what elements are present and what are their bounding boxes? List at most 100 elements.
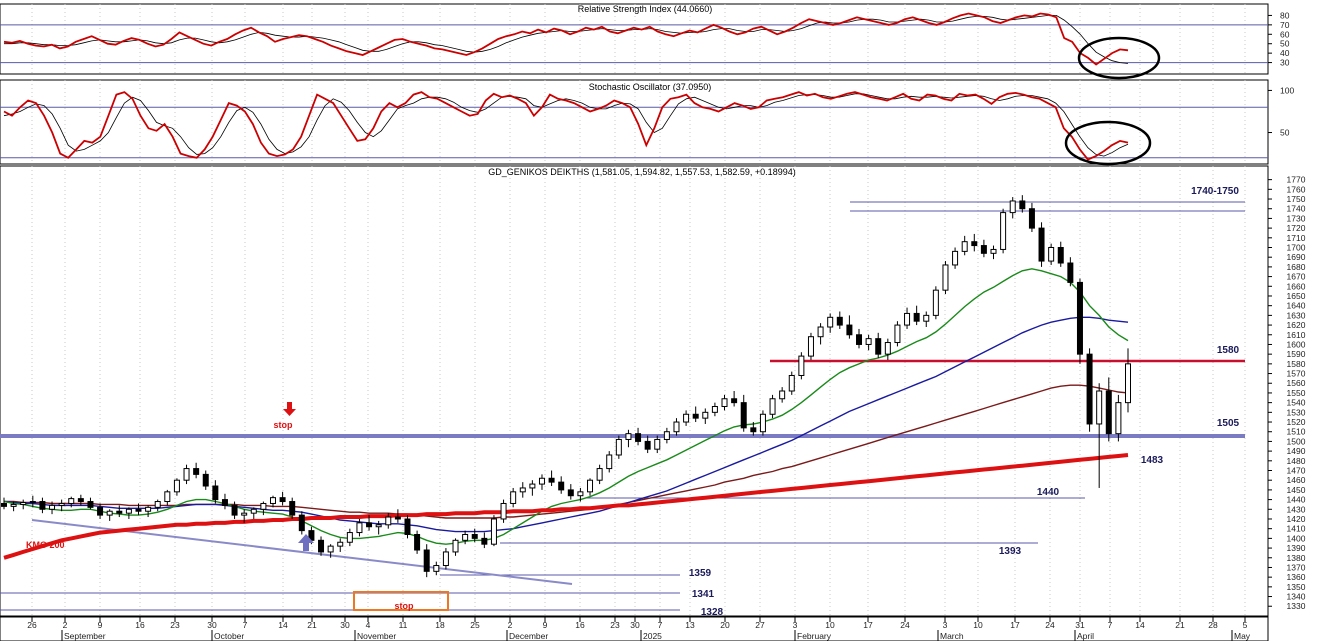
stoch-highlight-ellipse xyxy=(1064,120,1152,166)
stoch-panel-frame xyxy=(0,79,1269,165)
candle-body xyxy=(750,427,757,433)
price-tick-label: 1500 xyxy=(1287,436,1306,446)
candle xyxy=(433,561,440,576)
vertical-grid xyxy=(31,4,1246,616)
candle-body xyxy=(318,539,325,553)
price-tick-label: 1410 xyxy=(1287,524,1306,534)
candle-body xyxy=(433,565,440,572)
candlesticks xyxy=(1,195,1131,578)
x-tick-label: 21 xyxy=(1175,620,1185,630)
candle-body xyxy=(289,501,296,516)
candle-body xyxy=(807,336,814,357)
candle xyxy=(692,406,699,423)
x-tick-label: 2 xyxy=(63,620,68,630)
candle-body xyxy=(106,510,113,516)
candle xyxy=(1057,241,1064,267)
candle xyxy=(366,515,373,531)
candle-body xyxy=(779,390,786,400)
candle xyxy=(394,509,401,523)
candle-body xyxy=(1048,247,1055,262)
candle-body xyxy=(49,504,56,510)
candle xyxy=(49,501,56,515)
candle xyxy=(212,480,219,504)
candle xyxy=(519,482,526,498)
candle-body xyxy=(913,312,920,322)
candle xyxy=(644,435,651,454)
candle xyxy=(836,311,843,329)
candle xyxy=(510,487,517,508)
x-tick-label: 23 xyxy=(170,620,180,630)
stoch-lines xyxy=(3,91,1129,161)
x-tick-label: 3 xyxy=(943,620,948,630)
candle-body xyxy=(673,421,680,433)
price-tick-label: 1710 xyxy=(1287,233,1306,243)
candle-body xyxy=(77,498,84,503)
candle-body xyxy=(193,468,200,475)
candle xyxy=(241,509,248,523)
price-tick-label: 1620 xyxy=(1287,320,1306,330)
candle-body xyxy=(1057,247,1064,264)
price-tick-label: 1520 xyxy=(1287,417,1306,427)
candle-body xyxy=(298,514,305,532)
candle-body xyxy=(394,516,401,520)
candle-body xyxy=(404,518,411,535)
candle-body xyxy=(462,533,469,541)
candle xyxy=(298,511,305,535)
price-tick-label: 1420 xyxy=(1287,514,1306,524)
stop-label-bottom: stop xyxy=(395,601,415,611)
price-y-axis: 1330134013501360137013801390140014101420… xyxy=(1268,175,1306,611)
x-tick-label: 24 xyxy=(900,620,910,630)
candle-body xyxy=(817,326,824,338)
candle-body xyxy=(39,501,46,510)
rsi-tick-label: 70 xyxy=(1280,20,1290,30)
candle xyxy=(980,239,987,258)
candle-body xyxy=(1086,353,1093,425)
candle-body xyxy=(635,433,642,442)
x-tick-label: 10 xyxy=(973,620,983,630)
rsi-lines xyxy=(3,12,1129,66)
candle xyxy=(193,462,200,479)
x-tick-label: 31 xyxy=(1075,620,1085,630)
x-month-label: May xyxy=(1234,631,1251,641)
candle-body xyxy=(260,502,267,510)
candle-body xyxy=(654,438,661,450)
candle-body xyxy=(740,402,747,429)
candle xyxy=(231,501,238,519)
candle-body xyxy=(135,508,142,512)
candle xyxy=(663,427,670,444)
candle xyxy=(923,311,930,328)
x-tick-label: 14 xyxy=(278,620,288,630)
price-tick-label: 1460 xyxy=(1287,475,1306,485)
rsi-title: Relative Strength Index (44.0660) xyxy=(578,4,713,14)
candle-body xyxy=(961,241,968,252)
candle xyxy=(1105,377,1112,442)
candle xyxy=(577,487,584,502)
candle-body xyxy=(875,338,882,355)
candle xyxy=(587,478,594,496)
x-tick-label: 17 xyxy=(863,620,873,630)
candle xyxy=(798,352,805,380)
candle-body xyxy=(442,551,449,567)
x-month-label: April xyxy=(1077,631,1094,641)
candle xyxy=(260,501,267,516)
candle xyxy=(116,505,123,518)
price-tick-label: 1660 xyxy=(1287,281,1306,291)
candle xyxy=(337,538,344,552)
rsi-tick-label: 40 xyxy=(1280,48,1290,58)
x-axis-frame xyxy=(0,616,1269,641)
candle-body xyxy=(711,406,718,413)
candle-body xyxy=(683,413,690,423)
candle-body xyxy=(856,334,863,345)
price-tick-label: 1440 xyxy=(1287,495,1306,505)
candle xyxy=(740,394,747,432)
candle xyxy=(529,480,536,496)
rsi-tick-label: 60 xyxy=(1280,29,1290,39)
stoch-tick-label: 50 xyxy=(1280,128,1290,138)
candle-body xyxy=(356,522,363,534)
candle-body xyxy=(1000,212,1007,250)
price-tick-label: 1470 xyxy=(1287,466,1306,476)
x-tick-label: 28 xyxy=(1208,620,1218,630)
x-tick-label: 26 xyxy=(27,620,37,630)
price-tick-label: 1450 xyxy=(1287,485,1306,495)
candle-body xyxy=(279,497,286,503)
